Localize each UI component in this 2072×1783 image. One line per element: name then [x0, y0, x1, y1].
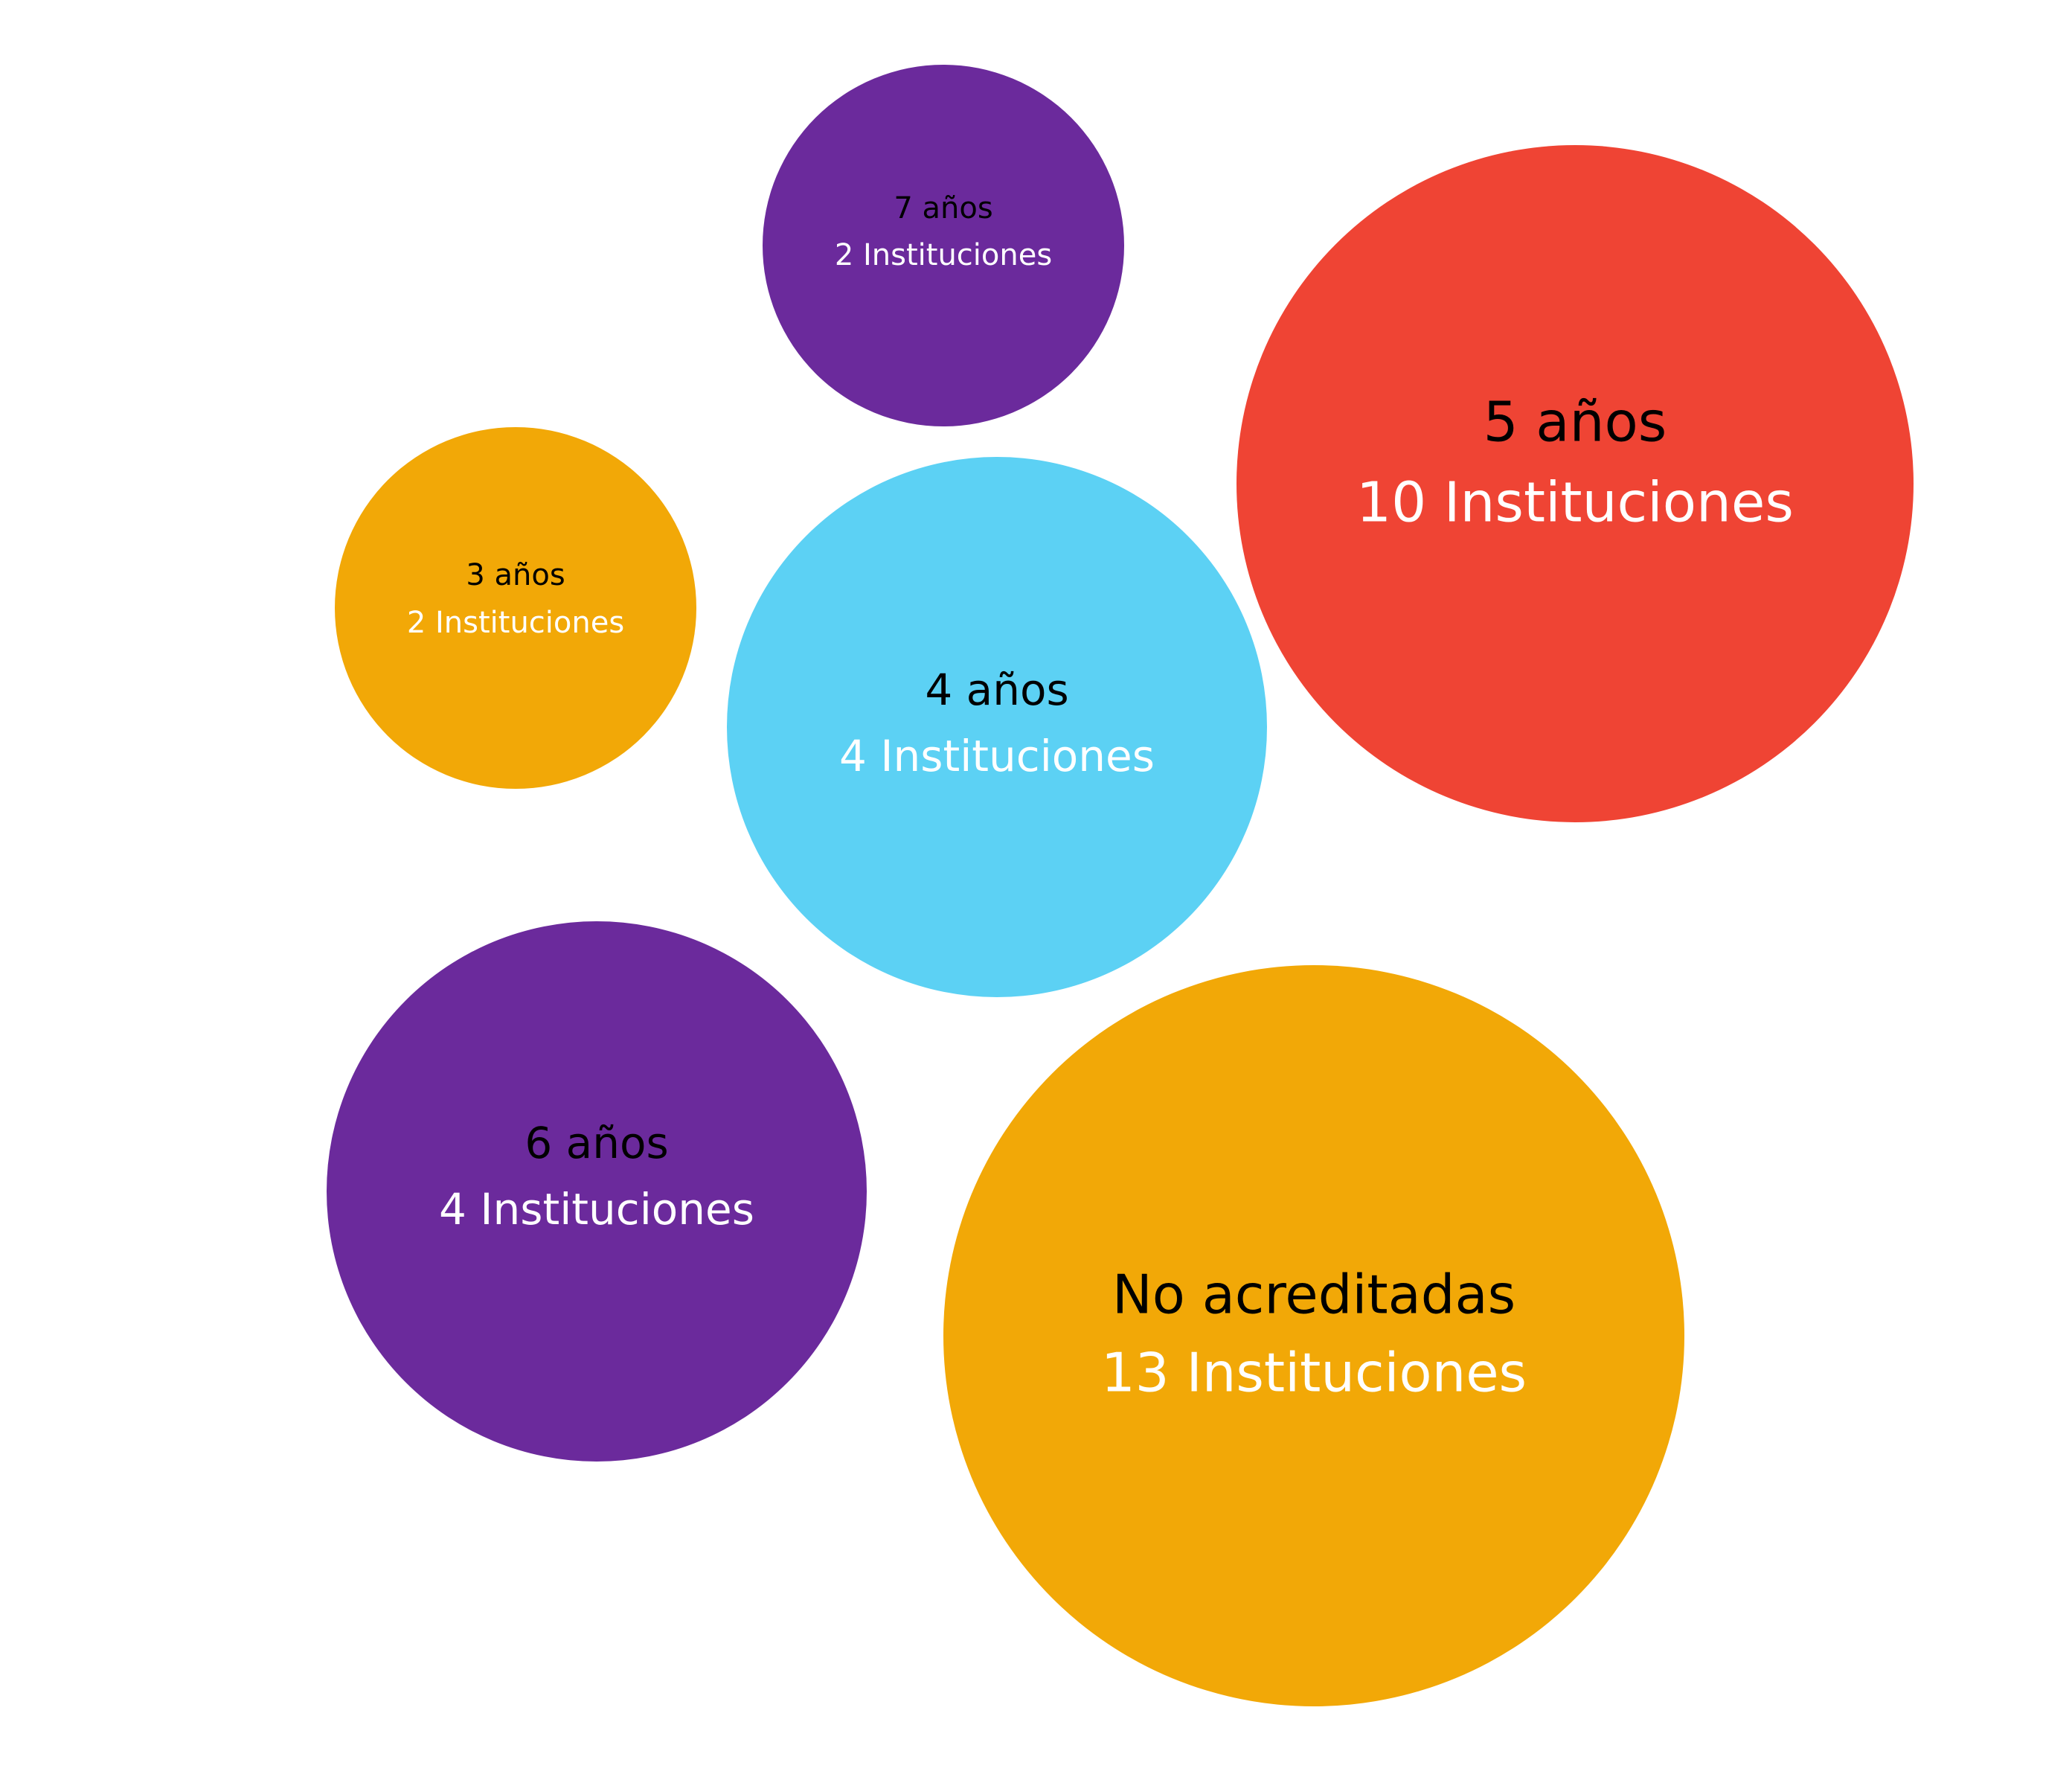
bubble-group-7-anos: 7 años 2 Instituciones [763, 65, 1124, 426]
bubble-category-label: No acreditadas [1112, 1264, 1515, 1326]
bubble-group-3-anos: 3 años 2 Instituciones [335, 427, 696, 789]
bubble-group-5-anos: 5 años 10 Instituciones [1237, 145, 1914, 822]
bubble-count-label: 10 Instituciones [1356, 471, 1794, 535]
bubble-group-no-acreditadas: No acreditadas 13 Instituciones [943, 965, 1684, 1706]
bubble-5-anos [1237, 145, 1914, 822]
bubble-count-label: 2 Instituciones [835, 238, 1052, 272]
bubble-4-anos [727, 457, 1267, 997]
bubble-3-anos [335, 427, 696, 789]
bubble-count-label: 4 Instituciones [439, 1184, 754, 1235]
bubble-count-label: 13 Instituciones [1101, 1342, 1527, 1404]
bubble-category-label: 3 años [466, 558, 565, 592]
bubble-no-acreditadas [943, 965, 1684, 1706]
bubble-category-label: 6 años [525, 1118, 668, 1168]
bubble-6-anos [327, 921, 867, 1462]
bubble-category-label: 7 años [894, 191, 992, 225]
bubble-group-6-anos: 6 años 4 Instituciones [327, 921, 867, 1462]
bubble-group-4-anos: 4 años 4 Instituciones [727, 457, 1267, 997]
bubble-count-label: 2 Instituciones [407, 606, 624, 640]
bubble-count-label: 4 Instituciones [839, 731, 1155, 781]
bubble-category-label: 4 años [925, 665, 1068, 715]
bubble-7-anos [763, 65, 1124, 426]
bubble-category-label: 5 años [1484, 391, 1667, 455]
